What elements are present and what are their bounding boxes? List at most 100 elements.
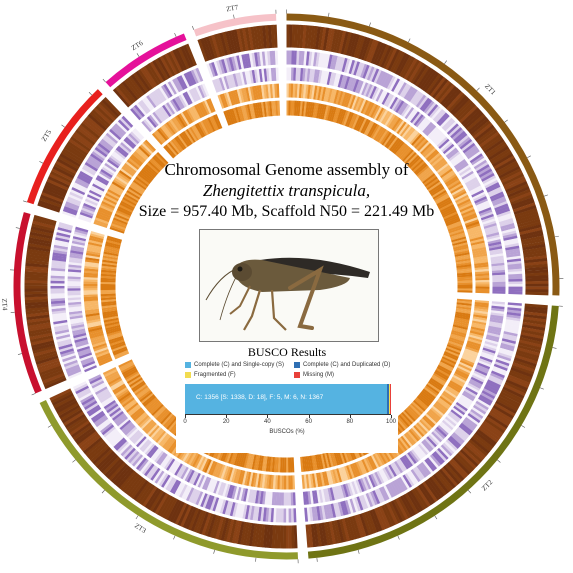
track-5-zt6 bbox=[163, 114, 223, 159]
chromosome-band-zt3 bbox=[39, 400, 299, 560]
track-1-zt7 bbox=[197, 24, 278, 62]
track-5-zt5 bbox=[109, 151, 169, 234]
chrom-tick bbox=[444, 60, 447, 64]
busco-bar-fragmented bbox=[389, 384, 391, 414]
track-3-zt3 bbox=[88, 374, 296, 506]
chrom-tick bbox=[357, 549, 360, 554]
legend-swatch bbox=[294, 372, 300, 378]
chromosome-label-zt1: ZT1 bbox=[483, 82, 497, 97]
track-1-zt1 bbox=[286, 24, 549, 296]
track-1-zt6 bbox=[112, 43, 197, 108]
busco-bar-duplicated bbox=[386, 384, 390, 414]
chrom-tick bbox=[61, 124, 65, 128]
chrom-tick bbox=[554, 235, 559, 238]
chromosome-band-zt4 bbox=[13, 212, 42, 394]
chrom-tick bbox=[408, 38, 411, 43]
track-3-zt2 bbox=[302, 301, 505, 505]
track-2-zt3 bbox=[72, 381, 297, 523]
busco-tick-label: 100 bbox=[385, 419, 397, 425]
chromosome-band-zt5 bbox=[26, 89, 103, 205]
chrom-tick bbox=[135, 515, 139, 520]
chrom-tick bbox=[22, 200, 27, 203]
chrom-tick bbox=[467, 490, 472, 494]
track-5-zt1 bbox=[286, 100, 473, 293]
chrom-tick bbox=[101, 489, 105, 494]
legend-swatch bbox=[294, 362, 300, 368]
chrom-tick bbox=[136, 53, 140, 57]
chromosome-band-zt7 bbox=[193, 13, 277, 37]
legend-duplicated: Complete (C) and Duplicated (D) bbox=[294, 362, 390, 368]
chrom-tick bbox=[39, 161, 44, 164]
busco-tick bbox=[185, 415, 186, 418]
chrom-tick bbox=[434, 515, 438, 520]
legend-label: Fragmented (F) bbox=[194, 372, 236, 378]
busco-tick-label: 0 bbox=[183, 419, 187, 425]
legend-fragmented: Fragmented (F) bbox=[185, 372, 236, 378]
legend-swatch bbox=[185, 362, 191, 368]
busco-tick bbox=[391, 415, 392, 418]
busco-bar-missing bbox=[390, 384, 391, 414]
chrom-tick bbox=[213, 549, 215, 554]
chromosome-label-zt4: ZT4 bbox=[0, 298, 9, 311]
busco-x-axis bbox=[185, 414, 391, 415]
busco-tick-label: 80 bbox=[346, 419, 354, 425]
track-3-zt5 bbox=[78, 128, 145, 223]
chrom-tick bbox=[17, 353, 22, 355]
track-4-zt7 bbox=[217, 83, 280, 109]
chrom-tick bbox=[497, 459, 501, 463]
chrom-tick bbox=[397, 535, 400, 540]
chrom-tick bbox=[174, 33, 177, 37]
chrom-tick bbox=[47, 425, 52, 428]
grasshopper-photo bbox=[199, 229, 379, 342]
chrom-tick bbox=[328, 12, 330, 17]
track-4-zt1 bbox=[286, 83, 490, 294]
track-4-zt5 bbox=[93, 139, 157, 229]
busco-tick bbox=[308, 415, 310, 418]
legend-single-copy: Complete (C) and Single-copy (S) bbox=[185, 362, 284, 368]
busco-tick bbox=[267, 415, 269, 418]
chrom-tick bbox=[369, 22, 371, 27]
chrom-tick bbox=[521, 425, 526, 428]
track-4-zt4 bbox=[83, 231, 113, 367]
track-1-zt2 bbox=[305, 303, 548, 548]
chrom-tick bbox=[102, 78, 106, 83]
chrom-tick bbox=[192, 25, 194, 30]
track-1-zt3 bbox=[49, 388, 298, 549]
chrom-tick bbox=[476, 87, 480, 91]
chrom-tick bbox=[544, 194, 549, 197]
title-line-1: Chromosomal Genome assembly of bbox=[164, 160, 409, 179]
track-3-zt7 bbox=[212, 67, 279, 93]
chrom-tick bbox=[72, 459, 76, 463]
chrom-tick bbox=[527, 155, 531, 158]
chromosome-band-zt6 bbox=[105, 33, 187, 88]
track-2-zt4 bbox=[50, 221, 83, 379]
track-1-zt5 bbox=[37, 96, 122, 213]
busco-tick-label: 40 bbox=[264, 419, 271, 425]
chromosome-label-zt7: ZT7 bbox=[226, 3, 240, 13]
busco-tick bbox=[349, 415, 351, 418]
busco-bar-single: C: 1356 [S: 1338, D: 18], F: 5, M: 6, N:… bbox=[185, 384, 387, 414]
chrom-tick bbox=[552, 347, 557, 349]
legend-missing: Missing (M) bbox=[294, 372, 334, 378]
chromosome-label-zt3: ZT3 bbox=[133, 522, 148, 535]
busco-tick bbox=[226, 415, 228, 418]
track-2-zt5 bbox=[62, 115, 134, 218]
busco-title: BUSCO Results bbox=[247, 345, 327, 359]
busco-results-panel: BUSCO Results Complete (C) and Single-co… bbox=[176, 343, 398, 453]
track-2-zt7 bbox=[206, 50, 279, 78]
chrom-tick bbox=[173, 535, 176, 540]
busco-summary: C: 1356 [S: 1338, D: 18], F: 5, M: 6, N:… bbox=[196, 394, 324, 401]
track-2-zt2 bbox=[304, 302, 522, 522]
grasshopper-icon bbox=[200, 230, 378, 341]
busco-tick-label: 60 bbox=[305, 419, 312, 425]
track-3-zt1 bbox=[286, 67, 506, 294]
species-name: Zhengitettix transpicula, bbox=[202, 181, 371, 200]
track-3-zt6 bbox=[141, 83, 210, 133]
chrom-tick bbox=[504, 119, 508, 123]
track-5-zt3 bbox=[118, 359, 295, 473]
legend-swatch bbox=[185, 372, 191, 378]
track-5-zt7 bbox=[223, 100, 281, 126]
chrom-tick bbox=[15, 227, 20, 229]
chromosome-label-zt2: ZT2 bbox=[480, 478, 495, 493]
